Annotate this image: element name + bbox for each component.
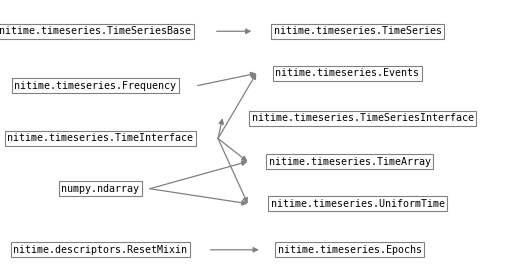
Text: nitime.timeseries.TimeSeriesInterface: nitime.timeseries.TimeSeriesInterface <box>252 113 474 123</box>
Text: nitime.timeseries.TimeArray: nitime.timeseries.TimeArray <box>269 157 431 166</box>
Text: nitime.descriptors.ResetMixin: nitime.descriptors.ResetMixin <box>14 245 187 255</box>
Text: numpy.ndarray: numpy.ndarray <box>61 184 140 194</box>
Text: nitime.timeseries.TimeSeries: nitime.timeseries.TimeSeries <box>274 26 442 36</box>
Text: nitime.timeseries.TimeSeriesBase: nitime.timeseries.TimeSeriesBase <box>0 26 191 36</box>
Text: nitime.timeseries.TimeInterface: nitime.timeseries.TimeInterface <box>7 134 193 143</box>
Text: nitime.timeseries.Frequency: nitime.timeseries.Frequency <box>14 81 176 91</box>
Text: nitime.timeseries.Epochs: nitime.timeseries.Epochs <box>278 245 422 255</box>
Text: nitime.timeseries.UniformTime: nitime.timeseries.UniformTime <box>271 199 445 209</box>
Text: nitime.timeseries.Events: nitime.timeseries.Events <box>276 68 419 78</box>
